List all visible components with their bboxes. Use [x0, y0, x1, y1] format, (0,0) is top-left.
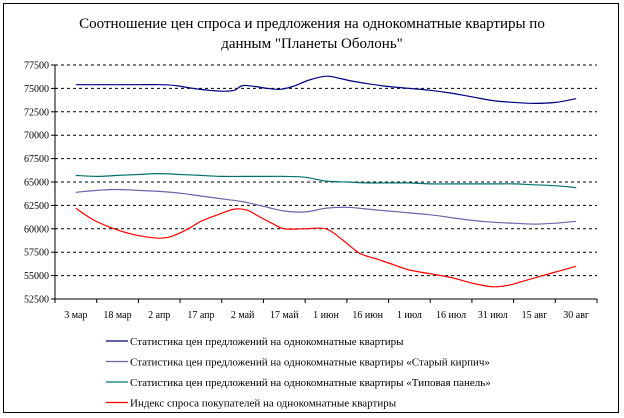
x-tick-label: 3 мар: [64, 310, 87, 321]
series-lines: [75, 75, 577, 288]
y-tick-label: 72500: [24, 107, 49, 118]
chart-frame: [3, 3, 619, 413]
y-tick-label: 70000: [24, 131, 49, 142]
x-tick-label: 17 май: [270, 310, 299, 321]
x-tick-label: 15 авг: [522, 310, 548, 321]
y-tick-label: 65000: [24, 178, 49, 189]
x-tick-label: 16 июн: [352, 310, 383, 321]
x-tick-label: 31 июл: [478, 310, 508, 321]
x-tick-label: 2 апр: [148, 310, 170, 321]
legend-label-4: Индекс спроса покупателей на однокомнатн…: [130, 398, 397, 410]
grid-lines: [55, 64, 597, 277]
legend: Статистика цен предложений на однокомнат…: [106, 336, 491, 410]
x-tick-label: 17 апр: [187, 310, 214, 321]
series-line-2: [75, 188, 577, 225]
y-tick-label: 67500: [24, 154, 49, 165]
x-tick-label: 1 июн: [313, 310, 339, 321]
chart-title: Соотношение цен спроса и предложения на …: [0, 14, 624, 54]
x-tick-label: 18 мар: [103, 310, 131, 321]
legend-label-3: Статистика цен предложений на однокомнат…: [130, 377, 491, 389]
legend-label-2: Статистика цен предложений на однокомнат…: [130, 357, 490, 369]
y-tick-label: 57500: [24, 248, 49, 259]
y-axis: 52500 55000 57500 60000 62500 65000 67500 70000…: [24, 61, 56, 306]
chart-title-line-2: данным "Планеты Оболонь": [221, 36, 403, 52]
series-line-4: [75, 207, 577, 288]
y-tick-label: 55000: [24, 271, 49, 282]
x-axis: 3 мар 18 мар 2 апр 17 апр 2 май 17 май 1 июн 16…: [54, 298, 598, 321]
series-line-1: [75, 75, 577, 105]
x-tick-label: 1 июл: [397, 310, 422, 321]
x-tick-label: 2 май: [231, 310, 255, 321]
x-tick-label: 30 авг: [563, 310, 589, 321]
chart-title-line-1: Соотношение цен спроса и предложения на …: [79, 16, 545, 32]
y-tick-label: 52500: [24, 295, 49, 306]
series-line-3: [75, 172, 577, 189]
x-tick-label: 16 июл: [436, 310, 466, 321]
y-tick-label: 62500: [24, 201, 49, 212]
legend-label-1: Статистика цен предложений на однокомнат…: [130, 336, 404, 348]
y-tick-label: 60000: [24, 224, 49, 235]
y-tick-label: 77500: [24, 61, 49, 72]
y-tick-label: 75000: [24, 84, 49, 95]
